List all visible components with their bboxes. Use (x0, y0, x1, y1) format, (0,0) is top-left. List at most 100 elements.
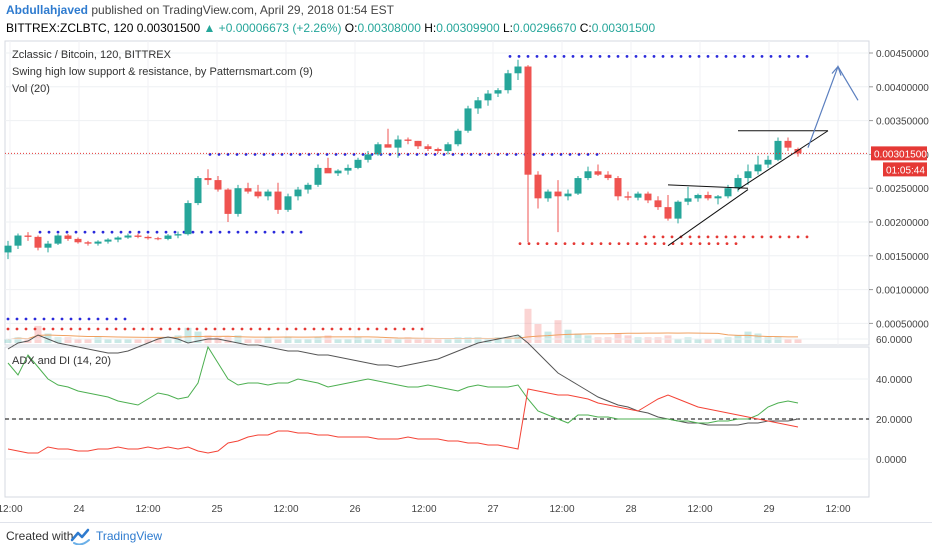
volume-bar (404, 337, 412, 343)
resistance-dot (164, 230, 168, 234)
support-dot (662, 242, 666, 246)
volume-bar (4, 339, 12, 343)
candle-body (554, 191, 562, 197)
support-dot (572, 242, 576, 246)
candle-body (394, 139, 402, 148)
pattern-line (737, 130, 829, 190)
support-dot (285, 327, 289, 331)
volume-bar (604, 337, 612, 343)
resistance-dot (65, 230, 69, 234)
candle-body (794, 148, 802, 154)
support-dot (96, 327, 100, 331)
support-dot (87, 327, 91, 331)
volume-bar (684, 337, 692, 343)
support-dot (707, 242, 711, 246)
resistance-dot (56, 230, 60, 234)
support-dot (643, 235, 647, 239)
candle-body (384, 144, 392, 148)
volume-bar (144, 339, 152, 343)
volume-bar (294, 339, 302, 343)
adx-axis[interactable]: 60.0000 40.0000 20.0000 0.0000 (876, 335, 913, 466)
time-tick-label: 12:00 (273, 504, 298, 515)
open-value: 0.00308000 (357, 21, 421, 35)
resistance-dot (625, 54, 629, 58)
support-dot (608, 242, 612, 246)
chart-header: Abdullahjaved published on TradingView.c… (0, 0, 932, 40)
candle-body (144, 236, 152, 239)
volume-bar (394, 339, 402, 343)
resistance-dot (6, 317, 10, 321)
support-dot (411, 327, 415, 331)
price-badge-value: 0.00301500 (874, 149, 927, 160)
resistance-dot (245, 230, 249, 234)
support-dot (545, 242, 549, 246)
resistance-dot (128, 230, 132, 234)
volume-bar (134, 339, 142, 343)
plus-di-line (7, 345, 799, 424)
support-dot (384, 327, 388, 331)
price-axis[interactable]: 0.004500000.004000000.003500000.00300000… (869, 49, 929, 330)
resistance-dot (123, 317, 127, 321)
support-dot (733, 235, 737, 239)
close-label: C: (579, 21, 592, 35)
resistance-dot (607, 54, 611, 58)
resistance-dot (796, 54, 800, 58)
support-dot (258, 327, 262, 331)
volume-bar (474, 337, 482, 343)
candle-body (124, 235, 132, 238)
support-dot (330, 327, 334, 331)
tradingview-logo-icon[interactable] (70, 527, 92, 545)
support-dot (680, 242, 684, 246)
support-dot (734, 242, 738, 246)
candle-body (234, 188, 242, 214)
resistance-dot (769, 54, 773, 58)
volume-bar (34, 325, 42, 343)
volume-bar (644, 337, 652, 343)
support-dot (581, 242, 585, 246)
adx-pane[interactable] (4, 346, 870, 498)
support-dot (805, 235, 809, 239)
candle-body (574, 178, 582, 194)
volume-bar (544, 331, 552, 343)
candle-body (84, 242, 92, 244)
support-dot (420, 327, 424, 331)
candle-body (354, 159, 362, 168)
support-dot (213, 327, 217, 331)
volume-bar (244, 339, 252, 343)
price-tick-label: 0.00450000 (876, 49, 929, 60)
support-dot (626, 242, 630, 246)
support-dot (644, 242, 648, 246)
time-axis[interactable]: 12:00 24 12:00 25 12:00 26 12:00 27 12:00 28 12:00… (0, 504, 851, 515)
candle-body (24, 235, 32, 237)
candle-body (334, 170, 342, 174)
chart-canvas[interactable]: Zclassic / Bitcoin, 120, BITTREX Swing h… (0, 40, 932, 522)
resistance-dot (290, 230, 294, 234)
support-dot (796, 235, 800, 239)
resistance-dot (78, 317, 82, 321)
volume-bar (284, 337, 292, 343)
resistance-dot (526, 54, 530, 58)
resistance-dot (42, 317, 46, 321)
candle-body (34, 236, 42, 248)
candle-body (184, 203, 192, 235)
resistance-dot (173, 230, 177, 234)
tradingview-brand[interactable]: TradingView (96, 529, 163, 543)
candle-body (714, 196, 722, 199)
candle-body (474, 100, 482, 109)
candle-body (534, 174, 542, 199)
support-dot (393, 327, 397, 331)
support-dot (563, 242, 567, 246)
author-link[interactable]: Abdullahjaved (6, 3, 89, 17)
resistance-dot (33, 317, 37, 321)
support-dot (186, 327, 190, 331)
volume-bar (104, 339, 112, 343)
support-dot (751, 235, 755, 239)
resistance-dot (92, 230, 96, 234)
support-dot (42, 327, 46, 331)
candle-body (44, 243, 52, 248)
candle-body (624, 196, 632, 198)
resistance-dot (778, 54, 782, 58)
resistance-dot (200, 230, 204, 234)
support-dot (150, 327, 154, 331)
price-tick-label: 0.00150000 (876, 252, 929, 263)
